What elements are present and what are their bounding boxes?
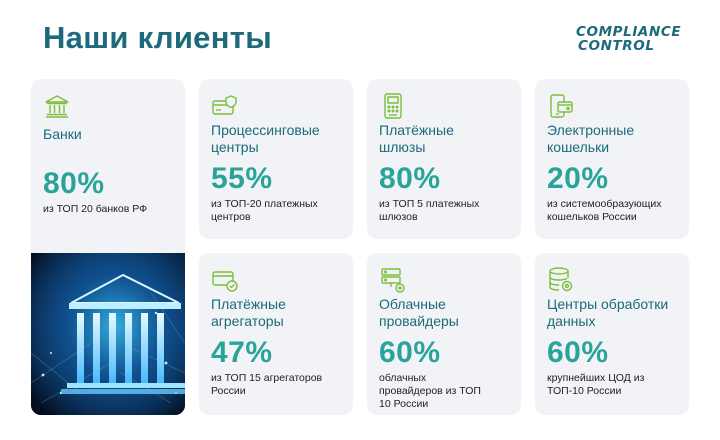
card-cloud-providers: Облачные провайдеры 60% облачных провайд…	[367, 253, 521, 415]
card-payment-gateways: Платёжные шлюзы 80% из ТОП 5 платежных ш…	[367, 79, 521, 239]
page-title: Наши клиенты	[43, 20, 273, 55]
card-title: Процессинговые центры	[211, 122, 320, 155]
card-title: Платёжные агрегаторы	[211, 296, 286, 329]
card-description: из системообразующих кошельков России	[547, 198, 662, 223]
card-description: из ТОП-20 платежных центров	[211, 198, 318, 223]
card-description: облачных провайдеров из ТОП 10 России	[379, 372, 481, 410]
wallet-phone-icon	[547, 92, 575, 120]
card-percent: 20%	[547, 162, 609, 195]
database-icon	[547, 266, 575, 294]
payment-terminal-icon	[379, 92, 407, 120]
card-processing-centers: Процессинговые центры 55% из ТОП-20 плат…	[199, 79, 353, 239]
card-title: Облачные провайдеры	[379, 296, 459, 329]
card-banks: Банки 80% из ТОП 20 банков РФ	[31, 79, 185, 253]
card-aggregator-icon	[211, 266, 239, 294]
card-percent: 60%	[547, 336, 609, 369]
server-stack-icon	[379, 266, 407, 294]
logo: COMPLIANCE CONTROL	[576, 25, 681, 53]
card-percent: 55%	[211, 162, 273, 195]
logo-line-1: COMPLIANCE	[576, 24, 682, 40]
card-payment-aggregators: Платёжные агрегаторы 47% из ТОП 15 агрег…	[199, 253, 353, 415]
card-percent: 47%	[211, 336, 273, 369]
card-title: Электронные кошельки	[547, 122, 635, 155]
card-title: Банки	[43, 126, 82, 142]
card-title: Центры обработки данных	[547, 296, 669, 329]
card-data-centers: Центры обработки данных 60% крупнейших Ц…	[535, 253, 689, 415]
card-description: из ТОП 15 агрегаторов России	[211, 372, 323, 397]
bank-icon	[43, 92, 71, 120]
card-e-wallets: Электронные кошельки 20% из системообраз…	[535, 79, 689, 239]
bank-building-image	[31, 253, 185, 415]
card-description: крупнейших ЦОД из ТОП-10 России	[547, 372, 645, 397]
card-percent: 60%	[379, 336, 441, 369]
card-description: из ТОП 20 банков РФ	[43, 203, 148, 215]
card-description: из ТОП 5 платежных шлюзов	[379, 198, 480, 223]
credit-card-shield-icon	[211, 92, 239, 120]
card-title: Платёжные шлюзы	[379, 122, 454, 155]
card-percent: 80%	[43, 167, 105, 200]
card-percent: 80%	[379, 162, 441, 195]
logo-line-2: CONTROL	[578, 38, 655, 54]
